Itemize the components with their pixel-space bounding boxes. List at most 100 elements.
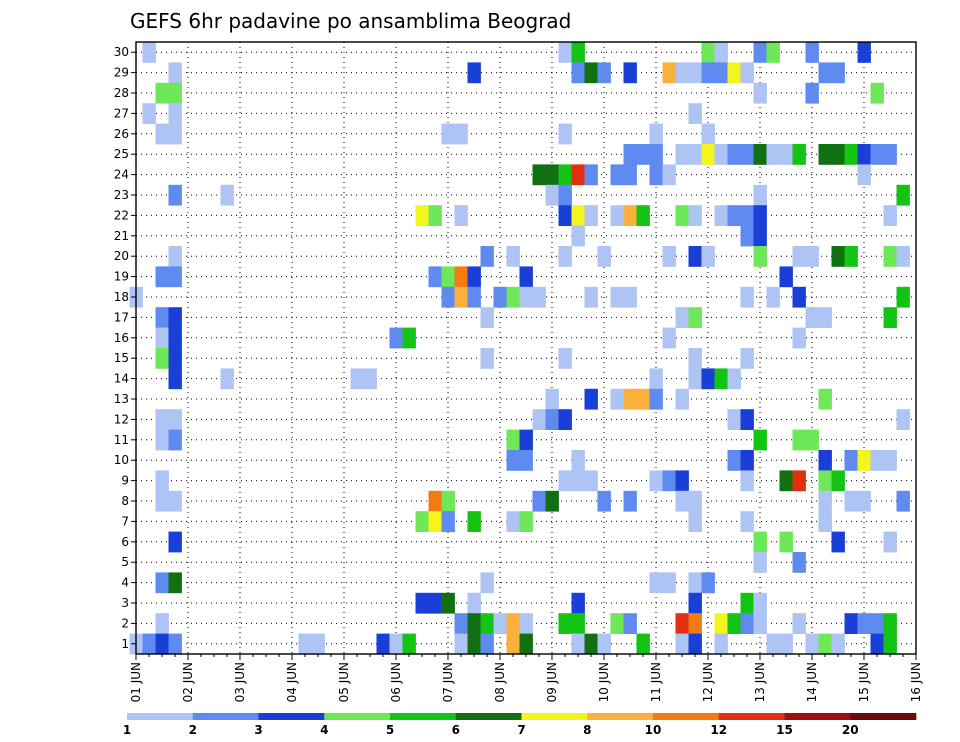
legend-swatch	[653, 713, 720, 720]
precip-cell	[571, 450, 585, 471]
y-tick-label: 3	[121, 596, 129, 610]
precip-cell	[142, 42, 156, 63]
precip-cell	[779, 633, 793, 655]
precip-cell	[168, 123, 182, 145]
precip-cell	[597, 62, 611, 84]
precip-cell	[623, 286, 637, 308]
heatmap-cells	[129, 42, 910, 655]
y-tick-label: 15	[114, 351, 129, 365]
legend-label: 2	[189, 723, 197, 737]
precip-cell	[155, 348, 169, 369]
precip-cell	[792, 246, 806, 267]
precip-cell	[428, 266, 442, 288]
precip-cell	[805, 82, 819, 104]
precip-cell	[870, 613, 884, 634]
legend-swatch	[850, 713, 917, 720]
precip-cell	[688, 613, 702, 634]
precip-cell	[519, 613, 533, 634]
precip-cell	[155, 572, 169, 594]
precip-cell	[441, 511, 455, 532]
precip-cell	[506, 429, 520, 451]
precip-cell	[688, 592, 702, 614]
precip-cell	[350, 368, 364, 390]
precip-cell	[155, 429, 169, 451]
precip-cell	[597, 246, 611, 267]
precip-cell	[740, 450, 754, 471]
precip-cell	[779, 144, 793, 165]
precip-cell	[818, 470, 832, 492]
precip-cell	[545, 388, 559, 410]
precip-cell	[480, 572, 494, 594]
precip-cell	[428, 592, 442, 614]
precip-cell	[675, 205, 689, 226]
precip-cell	[792, 429, 806, 451]
precip-cell	[168, 246, 182, 267]
precip-cell	[415, 205, 429, 226]
legend-label: 1	[123, 723, 131, 737]
precip-cell	[155, 490, 169, 512]
precip-cell	[558, 613, 572, 634]
chart-title: GEFS 6hr padavine po ansamblima Beograd	[130, 9, 571, 33]
precip-cell	[753, 531, 767, 553]
precip-cell	[571, 62, 585, 84]
precip-cell	[701, 62, 715, 84]
precip-cell	[155, 327, 169, 349]
precip-cell	[571, 613, 585, 634]
legend-label: 5	[386, 723, 394, 737]
legend-swatch	[521, 713, 588, 720]
precip-cell	[636, 144, 650, 165]
precip-cell	[623, 490, 637, 512]
precip-cell	[467, 592, 481, 614]
precip-cell	[740, 409, 754, 430]
legend-label: 4	[320, 723, 328, 737]
precip-cell	[168, 62, 182, 84]
precip-cell	[844, 613, 858, 634]
precip-cell	[805, 429, 819, 451]
precip-cell	[545, 164, 559, 186]
precip-cell	[480, 246, 494, 267]
precip-cell	[662, 572, 676, 594]
precip-cell	[636, 388, 650, 410]
precip-cell	[779, 470, 793, 492]
precip-cell	[662, 470, 676, 492]
precip-cell	[532, 286, 546, 308]
precip-cell	[688, 348, 702, 369]
precip-cell	[467, 62, 481, 84]
precip-cell	[571, 470, 585, 492]
precip-cell	[688, 490, 702, 512]
precip-cell	[688, 368, 702, 390]
precip-cell	[740, 470, 754, 492]
x-tick-label: 08 JUN	[493, 662, 507, 702]
legend-swatch	[718, 713, 785, 720]
precip-cell	[545, 409, 559, 430]
precip-cell	[753, 246, 767, 267]
precip-cell	[571, 225, 585, 247]
precip-cell	[883, 205, 897, 226]
precip-cell	[740, 144, 754, 165]
precip-cell	[805, 246, 819, 267]
precip-cell	[896, 490, 910, 512]
precip-cell	[441, 286, 455, 308]
precip-cell	[376, 633, 390, 655]
precip-cell	[610, 286, 624, 308]
precip-cell	[818, 307, 832, 328]
precip-cell	[428, 511, 442, 532]
precip-cell	[545, 490, 559, 512]
precip-cell	[818, 62, 832, 84]
y-tick-label: 1	[121, 637, 129, 651]
precip-cell	[766, 144, 780, 165]
precip-cell	[688, 205, 702, 226]
precip-cell	[220, 184, 234, 206]
precip-cell	[142, 103, 156, 124]
x-tick-label: 11 JUN	[649, 662, 663, 702]
precip-cell	[818, 633, 832, 655]
precip-cell	[649, 388, 663, 410]
grid-lines	[136, 42, 916, 654]
precip-cell	[740, 511, 754, 532]
y-tick-label: 29	[114, 66, 129, 80]
precip-cell	[467, 633, 481, 655]
precip-cell	[610, 164, 624, 186]
precip-cell	[363, 368, 377, 390]
precip-cell	[467, 613, 481, 634]
precip-cell	[558, 246, 572, 267]
